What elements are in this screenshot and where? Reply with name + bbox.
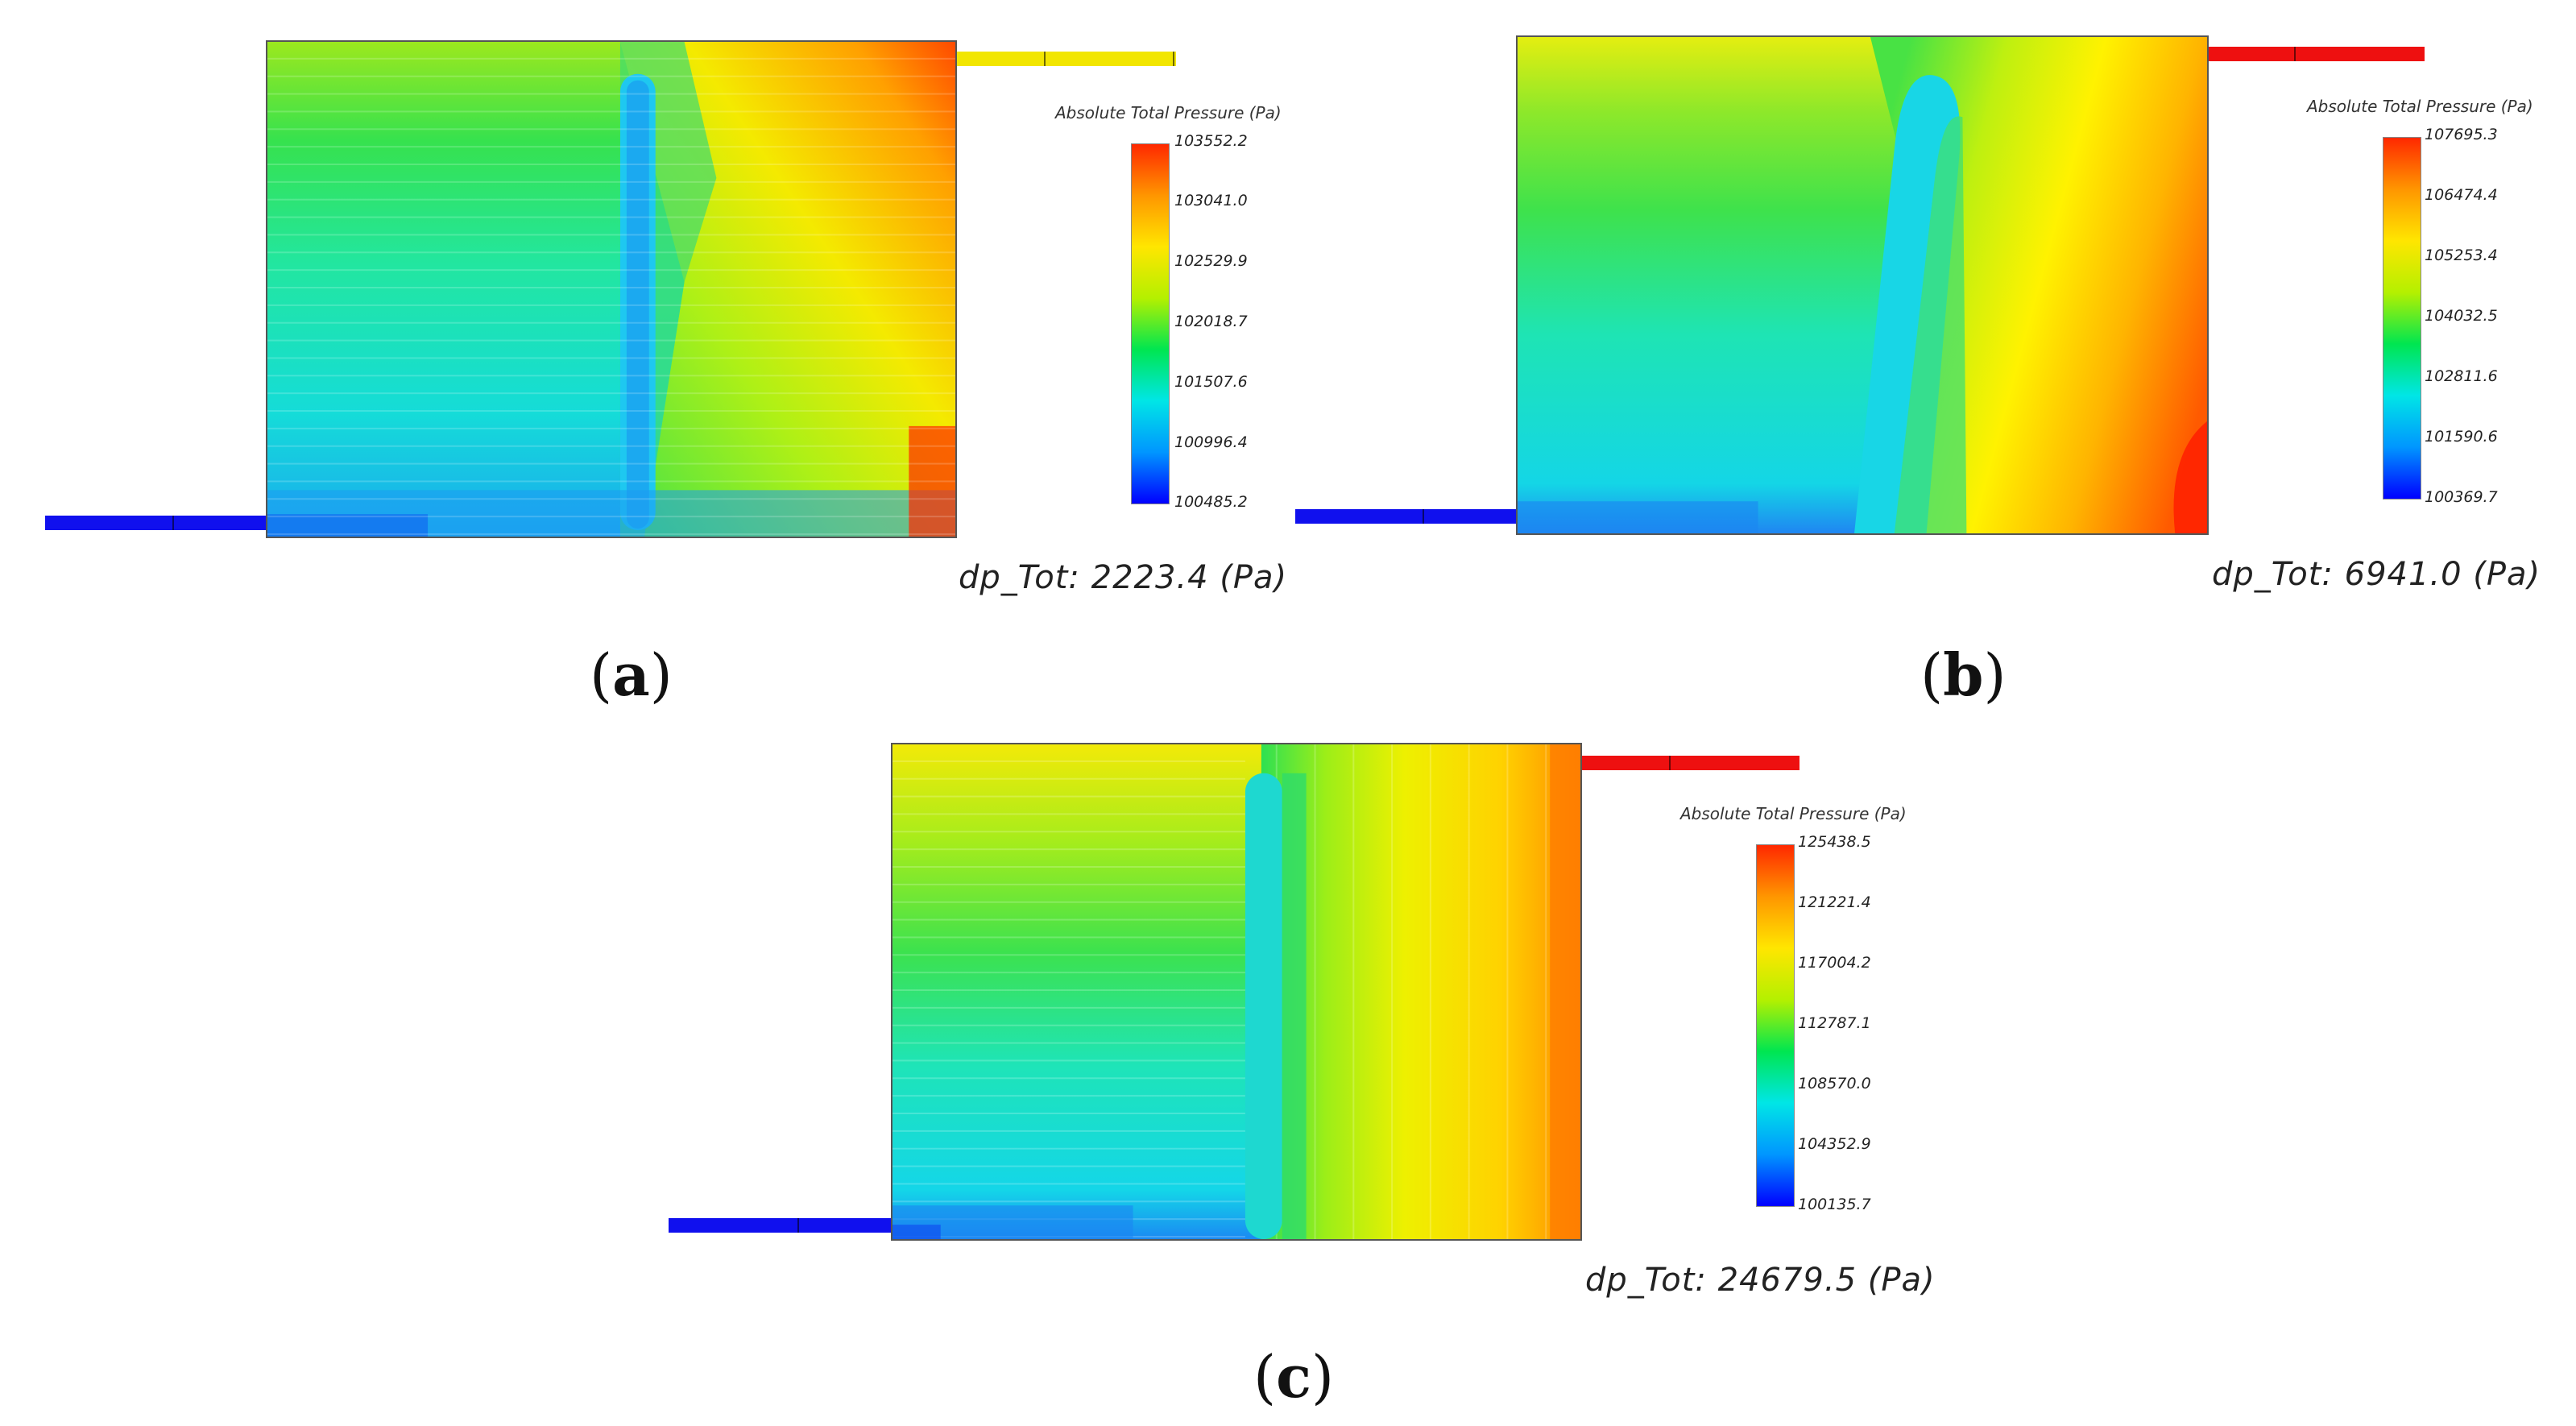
tick-b-6: 100369.7 xyxy=(2425,488,2498,506)
tick-a-4: 101507.6 xyxy=(1174,373,1248,391)
tick-a-6: 100485.2 xyxy=(1174,493,1248,511)
tick-b-1: 106474.4 xyxy=(2425,186,2498,204)
outlet-pipe-b xyxy=(2205,47,2425,61)
cold-plate-c xyxy=(891,743,1582,1241)
pressure-field-c xyxy=(892,744,1580,1239)
caption-a: (a) xyxy=(590,640,673,709)
pressure-field-b xyxy=(1518,37,2207,533)
tick-c-1: 121221.4 xyxy=(1798,893,1871,911)
legend-title-c: Absolute Total Pressure (Pa) xyxy=(1680,804,1907,823)
colorbar-c xyxy=(1756,844,1795,1207)
tick-b-5: 101590.6 xyxy=(2425,428,2498,446)
outlet-pipe-a xyxy=(955,52,1176,66)
tick-c-3: 112787.1 xyxy=(1798,1014,1871,1032)
tick-a-3: 102018.7 xyxy=(1174,313,1248,330)
tick-a-5: 100996.4 xyxy=(1174,433,1248,451)
colorbar-b xyxy=(2383,137,2421,500)
cold-plate-b xyxy=(1516,35,2209,535)
tick-c-6: 100135.7 xyxy=(1798,1196,1871,1213)
tick-b-0: 107695.3 xyxy=(2425,126,2498,143)
tick-b-2: 105253.4 xyxy=(2425,247,2498,264)
dp-total-b: dp_Tot: 6941.0 (Pa) xyxy=(2212,556,2541,593)
legend-title-a: Absolute Total Pressure (Pa) xyxy=(1055,103,1282,122)
tick-b-3: 104032.5 xyxy=(2425,307,2498,325)
outlet-pipe-c xyxy=(1579,756,1799,770)
tick-c-0: 125438.5 xyxy=(1798,833,1871,851)
tick-c-4: 108570.0 xyxy=(1798,1075,1871,1092)
dp-total-c: dp_Tot: 24679.5 (Pa) xyxy=(1585,1262,1936,1299)
tick-a-1: 103041.0 xyxy=(1174,192,1248,209)
tick-a-2: 102529.9 xyxy=(1174,252,1248,270)
inlet-pipe-a xyxy=(45,516,267,530)
caption-b: (b) xyxy=(1920,640,2007,709)
colorbar-a xyxy=(1131,143,1170,504)
caption-c: (c) xyxy=(1253,1342,1335,1411)
inlet-pipe-b xyxy=(1295,509,1518,524)
cold-plate-a xyxy=(266,40,957,538)
tick-b-4: 102811.6 xyxy=(2425,367,2498,385)
inlet-pipe-c xyxy=(669,1218,894,1233)
dp-total-a: dp_Tot: 2223.4 (Pa) xyxy=(959,559,1288,596)
pressure-field-a xyxy=(267,42,955,537)
tick-c-5: 104352.9 xyxy=(1798,1135,1871,1153)
tick-c-2: 117004.2 xyxy=(1798,954,1871,972)
legend-title-b: Absolute Total Pressure (Pa) xyxy=(2307,97,2533,116)
tick-a-0: 103552.2 xyxy=(1174,132,1248,150)
